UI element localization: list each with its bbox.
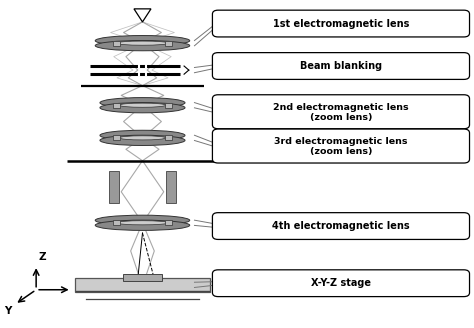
Ellipse shape [119, 136, 166, 140]
Text: Beam blanking: Beam blanking [300, 61, 382, 71]
Ellipse shape [95, 220, 190, 230]
Text: (zoom lens): (zoom lens) [310, 147, 372, 156]
Bar [164, 220, 172, 225]
Ellipse shape [100, 98, 185, 108]
Bar [164, 135, 172, 140]
FancyBboxPatch shape [212, 213, 470, 239]
FancyBboxPatch shape [212, 95, 470, 129]
Ellipse shape [95, 35, 190, 46]
Polygon shape [134, 9, 151, 22]
Bar [109, 171, 119, 203]
FancyBboxPatch shape [75, 278, 210, 292]
Ellipse shape [100, 103, 185, 113]
Ellipse shape [117, 221, 168, 225]
Text: 3rd electromagnetic lens: 3rd electromagnetic lens [274, 137, 408, 146]
Text: Z: Z [38, 252, 46, 262]
FancyBboxPatch shape [212, 270, 470, 297]
Text: 1st electromagnetic lens: 1st electromagnetic lens [273, 19, 409, 29]
FancyBboxPatch shape [123, 274, 162, 281]
Text: X: X [75, 283, 83, 293]
Ellipse shape [95, 40, 190, 51]
Bar [113, 135, 120, 140]
Bar [113, 220, 120, 225]
Ellipse shape [117, 41, 168, 45]
Bar [165, 171, 176, 203]
FancyBboxPatch shape [212, 10, 470, 37]
Ellipse shape [100, 130, 185, 140]
Bar [113, 41, 120, 46]
Bar [164, 103, 172, 108]
Ellipse shape [119, 103, 166, 107]
Ellipse shape [95, 215, 190, 225]
Text: X-Y-Z stage: X-Y-Z stage [311, 278, 371, 288]
Text: (zoom lens): (zoom lens) [310, 113, 372, 122]
Text: Y: Y [4, 306, 11, 316]
Text: 2nd electromagnetic lens: 2nd electromagnetic lens [273, 103, 409, 112]
Text: 4th electromagnetic lens: 4th electromagnetic lens [272, 221, 410, 231]
Ellipse shape [100, 135, 185, 146]
FancyBboxPatch shape [212, 52, 470, 79]
Bar [113, 103, 120, 108]
FancyBboxPatch shape [212, 129, 470, 163]
Bar [164, 41, 172, 46]
